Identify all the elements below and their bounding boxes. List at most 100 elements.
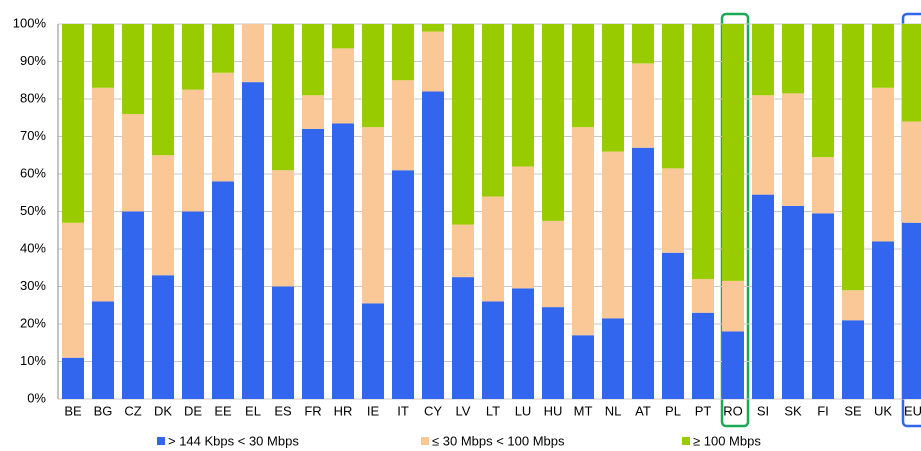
bar-segment: [392, 80, 414, 171]
x-tick-label: LV: [456, 403, 471, 418]
bar-segment: [362, 24, 384, 128]
bar-segment: [632, 24, 654, 64]
bar-segment: [542, 307, 564, 399]
bar-segment: [332, 123, 354, 399]
x-tick-label: FI: [817, 403, 829, 418]
bar-segment: [872, 87, 894, 242]
bar-segment: [602, 318, 624, 399]
y-tick-label: 80%: [20, 90, 46, 105]
x-tick-label: PL: [665, 403, 681, 418]
bar-segment: [302, 24, 324, 96]
bar-segment: [212, 181, 234, 399]
x-tick-label: DK: [154, 403, 172, 418]
bar-segment: [452, 224, 474, 278]
bar-segment: [392, 170, 414, 399]
y-tick-label: 60%: [20, 165, 46, 180]
y-tick-label: 10%: [20, 353, 46, 368]
x-tick-label: EE: [214, 403, 232, 418]
bar-segment: [842, 320, 864, 399]
bar-segment: [362, 127, 384, 304]
bar-segment: [362, 303, 384, 399]
x-tick-label: AT: [635, 403, 651, 418]
y-tick-label: 50%: [20, 203, 46, 218]
bar-segment: [302, 129, 324, 399]
x-tick-label: CZ: [124, 403, 141, 418]
bar-segment: [152, 275, 174, 399]
legend-label: ≥ 100 Mbps: [693, 433, 761, 448]
bar-segment: [752, 194, 774, 399]
bar-segment: [482, 24, 504, 197]
x-tick-label: IT: [397, 403, 409, 418]
bar-segment: [752, 95, 774, 195]
bar-segment: [602, 151, 624, 319]
bar-segment: [302, 95, 324, 129]
bar-segment: [782, 93, 804, 206]
bar-segment: [812, 24, 834, 158]
bar-segment: [542, 24, 564, 221]
bar-segment: [392, 24, 414, 81]
legend-swatch: [682, 437, 690, 445]
bar-segment: [512, 288, 534, 399]
y-tick-label: 100%: [13, 15, 47, 30]
bar-segment: [842, 24, 864, 291]
x-tick-label: RO: [723, 403, 743, 418]
bar-segment: [512, 24, 534, 167]
bar-segment: [152, 24, 174, 156]
bar-segment: [62, 357, 84, 399]
x-tick-label: FR: [304, 403, 321, 418]
bar-segment: [902, 24, 921, 122]
y-tick-label: 30%: [20, 278, 46, 293]
legend-label: > 144 Kbps < 30 Mbps: [168, 433, 299, 448]
bar-segment: [572, 127, 594, 336]
bar-segment: [272, 24, 294, 171]
bar-segment: [152, 155, 174, 276]
bar-segment: [722, 280, 744, 332]
bar-segment: [92, 301, 114, 399]
bar-segment: [92, 87, 114, 302]
x-tick-label: DE: [184, 403, 202, 418]
x-tick-label: SE: [844, 403, 862, 418]
bar-segment: [242, 24, 264, 83]
bar-segment: [662, 168, 684, 253]
bar-segment: [422, 31, 444, 92]
bar-segment: [632, 147, 654, 399]
x-tick-label: SK: [784, 403, 802, 418]
x-tick-label: LU: [515, 403, 532, 418]
bar-segment: [572, 24, 594, 128]
bar-segment: [122, 114, 144, 212]
bar-segment: [782, 205, 804, 399]
bar-segment: [872, 241, 894, 399]
x-tick-label: EU: [904, 403, 921, 418]
bar-segment: [482, 196, 504, 302]
bar-segment: [722, 331, 744, 399]
bar-segment: [902, 222, 921, 399]
y-tick-label: 40%: [20, 240, 46, 255]
bar-segment: [722, 24, 744, 281]
bar-segment: [122, 24, 144, 114]
y-tick-label: 70%: [20, 128, 46, 143]
bar-segment: [812, 157, 834, 214]
bar-segment: [452, 24, 474, 225]
x-tick-label: SI: [757, 403, 769, 418]
x-tick-label: HU: [544, 403, 563, 418]
bar-segment: [272, 286, 294, 399]
x-tick-label: PT: [695, 403, 712, 418]
legend-label: ≤ 30 Mbps < 100 Mbps: [432, 433, 565, 448]
y-tick-label: 0%: [27, 390, 46, 405]
bar-segment: [512, 166, 534, 289]
x-tick-label: BG: [94, 403, 113, 418]
bar-segment: [692, 24, 714, 279]
bar-segment: [812, 213, 834, 399]
bar-segment: [692, 279, 714, 313]
bar-segment: [482, 301, 504, 399]
x-tick-label: UK: [874, 403, 892, 418]
bar-segment: [872, 24, 894, 88]
legend-swatch: [157, 437, 165, 445]
bar-segment: [62, 222, 84, 358]
bar-segment: [62, 24, 84, 223]
bar-segment: [332, 24, 354, 49]
x-tick-label: NL: [605, 403, 622, 418]
bar-segment: [122, 211, 144, 399]
